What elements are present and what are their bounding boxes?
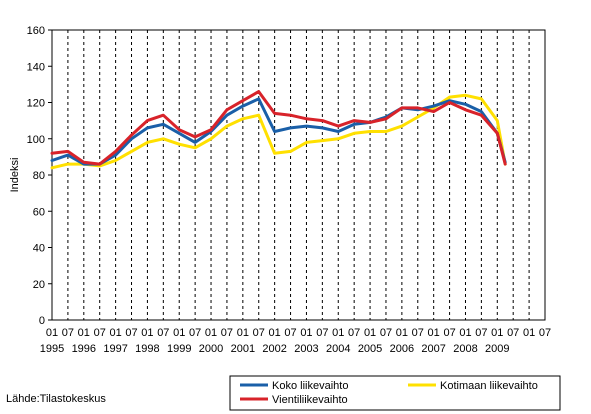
x-tick-month: 07: [443, 327, 455, 339]
x-tick-month: 01: [141, 327, 153, 339]
x-tick-month: 07: [412, 327, 424, 339]
x-tick-year: 1997: [103, 343, 127, 355]
y-tick-label: 0: [39, 315, 45, 327]
x-tick-month: 07: [539, 327, 551, 339]
x-tick-month: 01: [269, 327, 281, 339]
x-tick-month: 01: [491, 327, 503, 339]
x-tick-month: 07: [62, 327, 74, 339]
y-axis-ticks: 0 20 40 60 80 100 120 140 160: [27, 25, 52, 327]
y-tick-label: 20: [33, 279, 45, 291]
y-tick-label: 160: [27, 25, 45, 37]
x-tick-month: 07: [253, 327, 265, 339]
x-tick-month: 07: [507, 327, 519, 339]
x-tick-year: 2007: [421, 343, 445, 355]
y-tick-label: 100: [27, 134, 45, 146]
x-tick-year: 2000: [199, 343, 223, 355]
x-tick-month: 07: [316, 327, 328, 339]
series-line-vientiliikevaihto: [50, 90, 507, 166]
x-tick-month: 07: [284, 327, 296, 339]
x-tick-year: 1996: [72, 343, 96, 355]
x-tick-year: 2003: [294, 343, 318, 355]
series-line-koko-liikevaihto: [50, 97, 507, 166]
x-tick-month: 01: [332, 327, 344, 339]
x-tick-month: 07: [94, 327, 106, 339]
x-tick-month: 07: [189, 327, 201, 339]
x-tick-month: 01: [428, 327, 440, 339]
y-tick-label: 140: [27, 61, 45, 73]
series-lines: [50, 90, 507, 170]
source-note: Lähde:Tilastokeskus: [6, 393, 106, 405]
x-tick-month: 07: [125, 327, 137, 339]
x-tick-month: 07: [380, 327, 392, 339]
x-tick-year: 1998: [135, 343, 159, 355]
x-tick-year: 2008: [453, 343, 477, 355]
x-tick-month: 01: [364, 327, 376, 339]
x-tick-month: 07: [348, 327, 360, 339]
x-tick-month: 01: [109, 327, 121, 339]
y-tick-label: 80: [33, 170, 45, 182]
plot-frame: [51, 29, 546, 321]
x-tick-year: 2001: [231, 343, 255, 355]
legend-box: [229, 375, 561, 411]
x-tick-year: 2002: [262, 343, 286, 355]
x-tick-month: 01: [205, 327, 217, 339]
x-tick-year: 2006: [390, 343, 414, 355]
x-tick-year: 2005: [358, 343, 382, 355]
x-tick-year: 2009: [485, 343, 509, 355]
x-tick-month: 01: [459, 327, 471, 339]
y-tick-label: 40: [33, 243, 45, 255]
y-tick-label: 120: [27, 98, 45, 110]
x-tick-month: 07: [475, 327, 487, 339]
x-tick-year: 2004: [326, 343, 350, 355]
legend-entry: Koko liikevaihto: [272, 380, 348, 392]
y-tick-label: 60: [33, 206, 45, 218]
x-tick-month: 07: [157, 327, 169, 339]
x-tick-month: 01: [396, 327, 408, 339]
x-tick-month: 01: [46, 327, 58, 339]
x-tick-month: 01: [523, 327, 535, 339]
legend-entry: Kotimaan liikevaihto: [440, 380, 538, 392]
x-tick-month: 07: [221, 327, 233, 339]
x-tick-month: 01: [173, 327, 185, 339]
legend-entry: Vientiliikevaihto: [272, 394, 348, 406]
x-tick-year: 1999: [167, 343, 191, 355]
legend: Koko liikevaihto Kotimaan liikevaihto Vien…: [229, 375, 561, 411]
x-tick-year: 1995: [40, 343, 64, 355]
x-tick-month: 01: [78, 327, 90, 339]
vertical-gridlines: [67, 30, 530, 320]
x-tick-month: 01: [300, 327, 312, 339]
x-tick-month: 01: [237, 327, 249, 339]
y-axis-label: Indeksi: [9, 158, 21, 193]
